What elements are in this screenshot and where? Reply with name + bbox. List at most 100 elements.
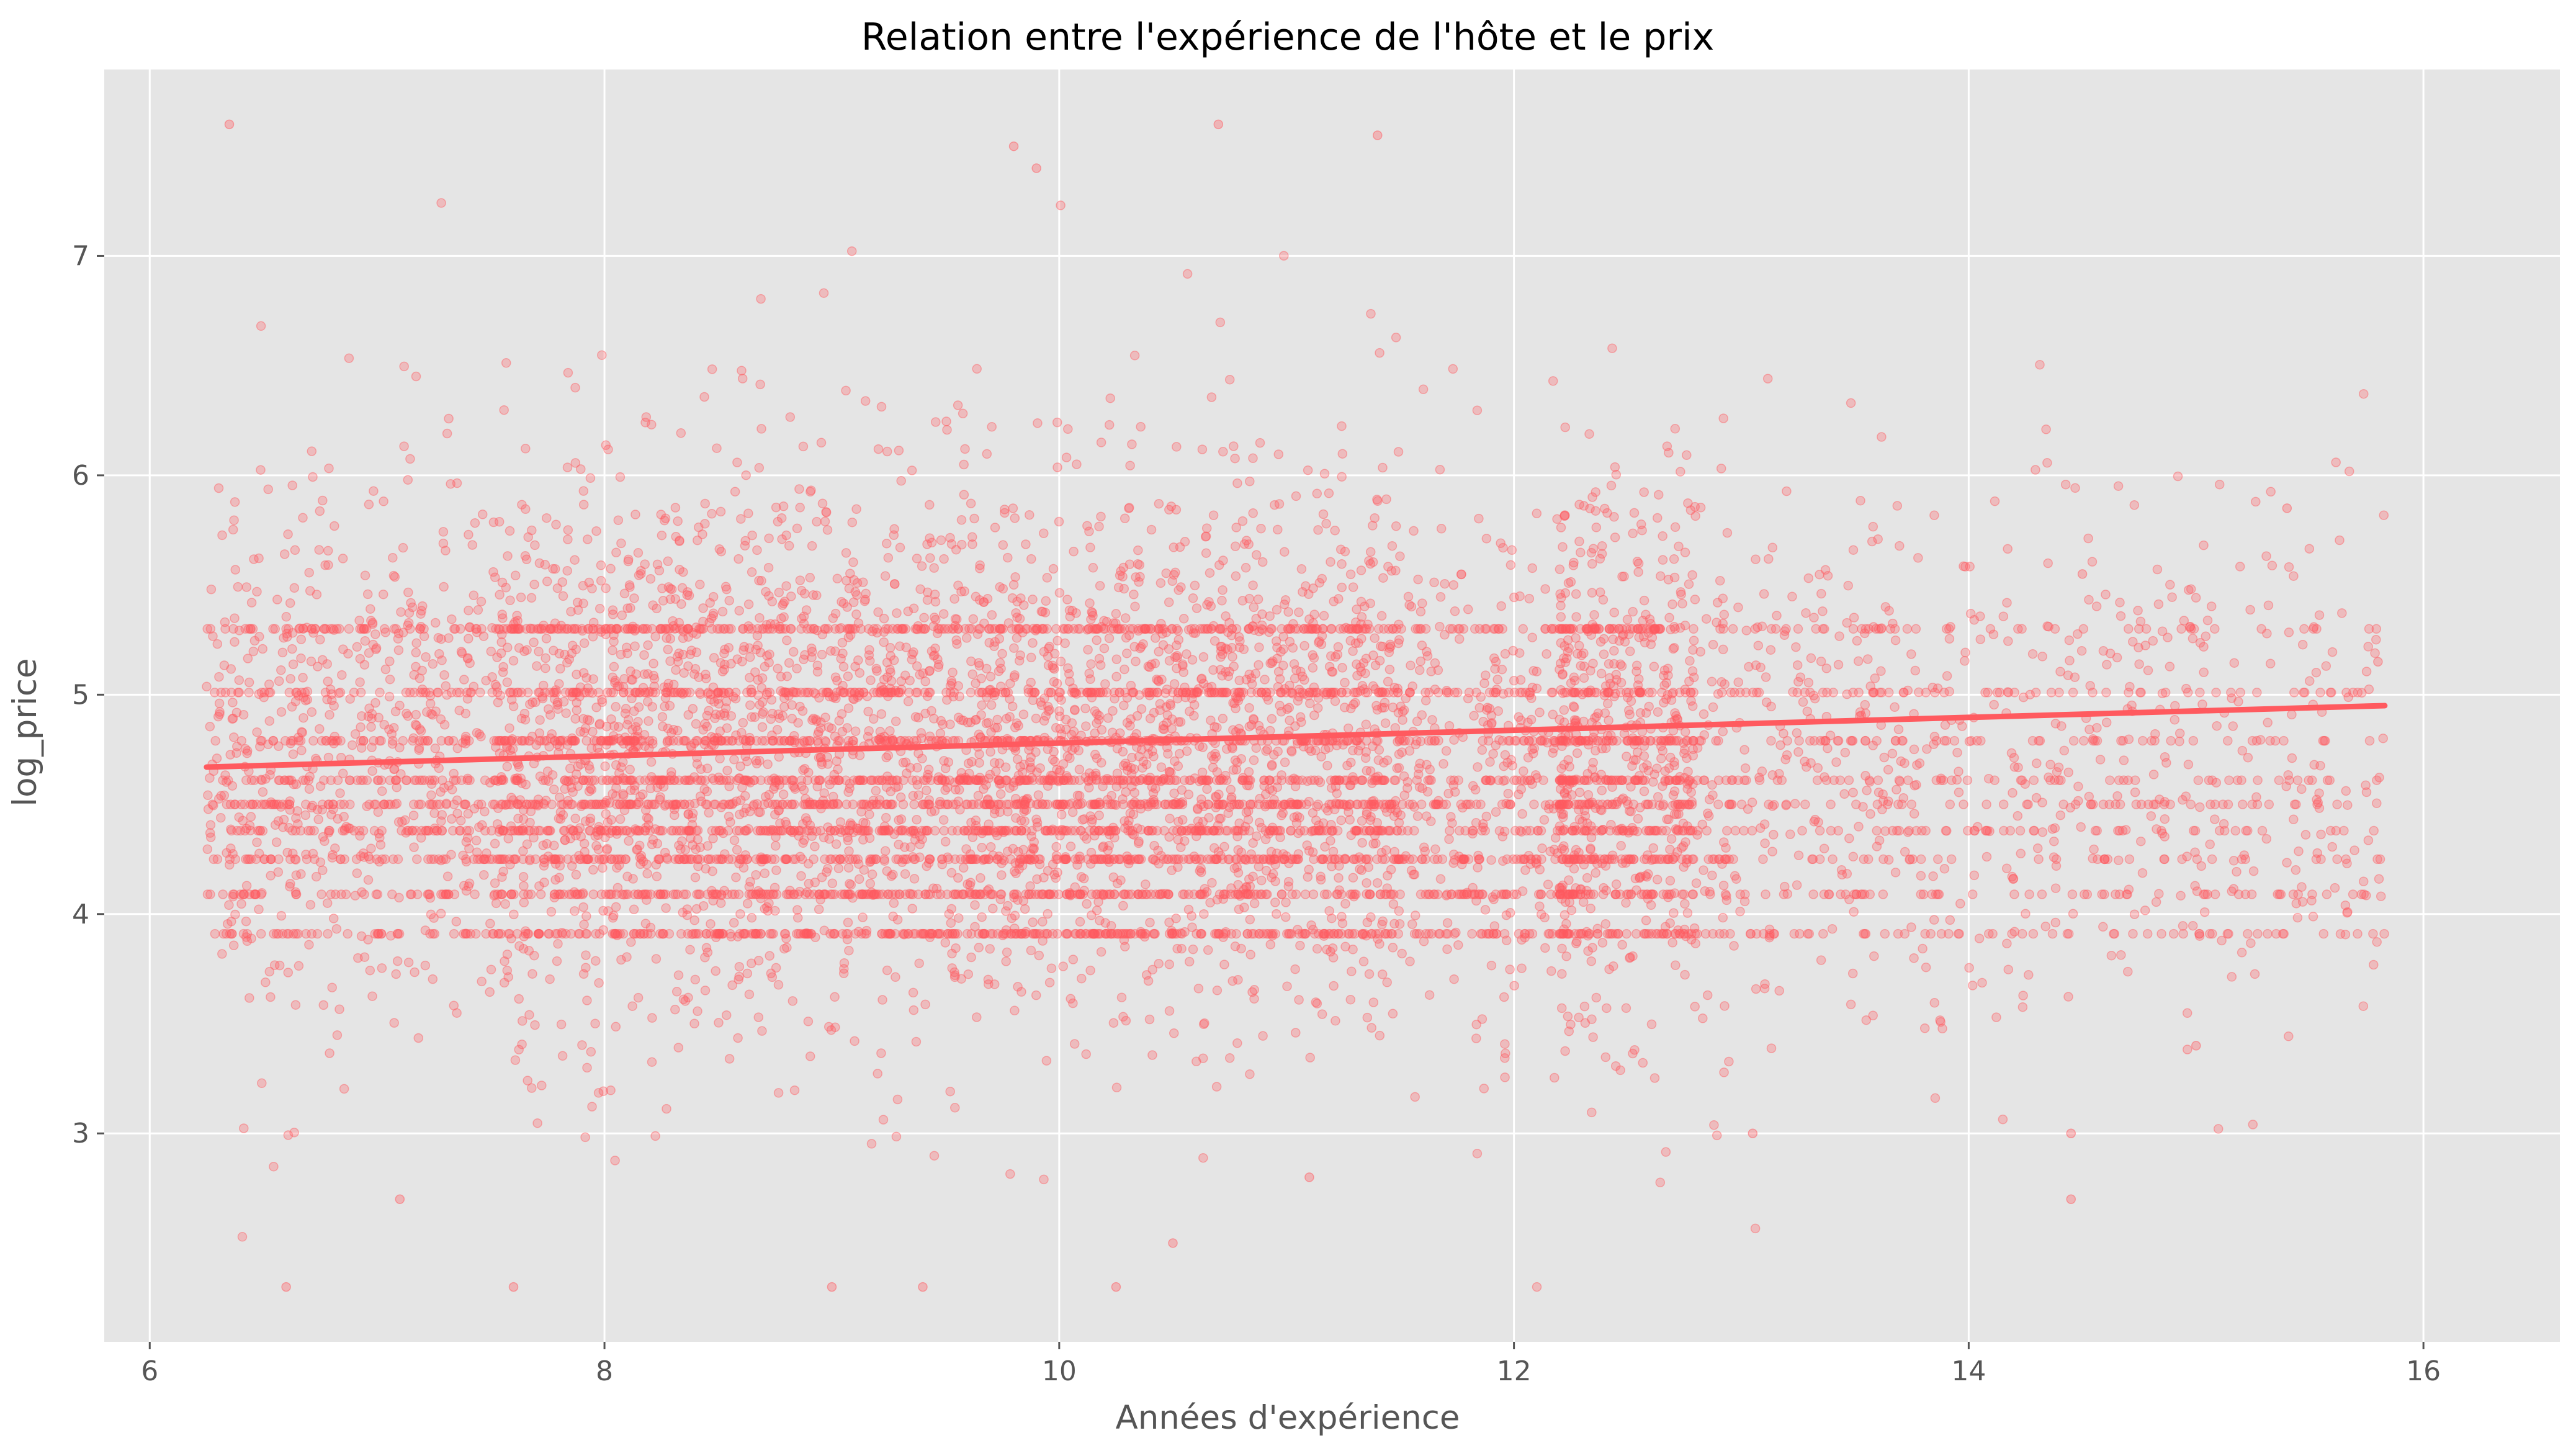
data-point [1383,825,1393,836]
data-point [616,649,626,660]
data-point [1499,992,1509,1002]
data-point [1527,632,1537,642]
data-point [550,928,561,939]
data-point [1245,1069,1255,1079]
data-point [1500,1039,1510,1049]
data-point [551,519,561,530]
data-point [1039,693,1049,703]
data-point [379,497,388,506]
data-point [1033,799,1043,809]
data-point [500,899,510,909]
data-point [809,624,819,634]
data-point [552,956,562,966]
data-point [1010,794,1021,804]
data-point [1622,614,1633,625]
data-point [972,775,982,785]
data-point [977,700,987,710]
data-point [315,634,325,645]
data-point [2035,359,2045,370]
data-point [1231,703,1241,714]
data-point [844,825,855,836]
data-point [742,968,753,979]
data-point [645,573,656,584]
data-point [1298,742,1309,752]
data-point [1989,699,1999,710]
data-point [306,656,316,667]
data-point [1357,838,1367,848]
data-point [671,987,682,997]
data-point [2050,719,2061,729]
data-point [1344,799,1355,809]
data-point [1029,688,1039,698]
data-point [1574,1012,1584,1023]
data-point [833,863,844,873]
data-point [1375,348,1384,358]
data-point [1425,765,1435,775]
data-point [404,608,415,618]
data-point [631,510,640,519]
data-point [334,1004,344,1014]
data-point [1942,671,1952,681]
data-point [1317,631,1327,641]
data-point [891,1131,902,1142]
data-point [1298,586,1308,597]
data-point [643,669,653,679]
data-point [405,624,415,634]
data-point [610,1156,620,1166]
data-point [1736,799,1747,809]
data-point [1393,447,1404,457]
data-point [950,970,960,981]
data-point [1792,660,1803,670]
data-point [408,735,418,746]
data-point [1471,688,1481,698]
data-point [252,727,262,737]
data-point [1112,928,1123,939]
data-point [350,729,361,739]
data-point [712,443,722,453]
data-point [1701,614,1712,624]
data-point [1687,825,1698,836]
data-point [705,598,715,608]
data-point [2375,854,2385,865]
data-point [2264,799,2274,809]
data-point [2359,389,2369,399]
data-point [1216,814,1226,824]
data-point [2088,853,2098,864]
data-point [1199,801,1209,812]
data-point [2247,799,2258,809]
data-point [742,756,752,766]
data-point [1929,510,1939,521]
data-point [577,799,587,809]
data-point [264,716,275,726]
data-point [1780,754,1790,765]
data-point [367,991,377,1001]
data-point [241,916,251,927]
data-point [2369,959,2379,970]
data-point [971,854,981,865]
data-point [1183,789,1194,799]
data-point [956,775,966,784]
data-point [242,748,252,758]
data-point [480,806,490,817]
data-point [1088,563,1098,573]
data-point [1216,774,1227,784]
data-point [773,799,783,809]
data-point [999,827,1009,837]
data-point [740,850,750,860]
data-point [897,825,907,835]
data-point [338,554,348,564]
data-point [992,714,1002,725]
data-point [1563,928,1573,939]
data-point [1245,914,1255,925]
data-point [541,663,550,673]
data-point [266,854,276,865]
data-point [1479,1084,1489,1094]
data-point [1081,1049,1091,1059]
data-point [1903,827,1913,837]
data-point [1537,843,1547,853]
data-point [1039,873,1049,883]
data-point [974,749,984,759]
data-point [1287,889,1297,899]
data-point [2167,592,2177,602]
